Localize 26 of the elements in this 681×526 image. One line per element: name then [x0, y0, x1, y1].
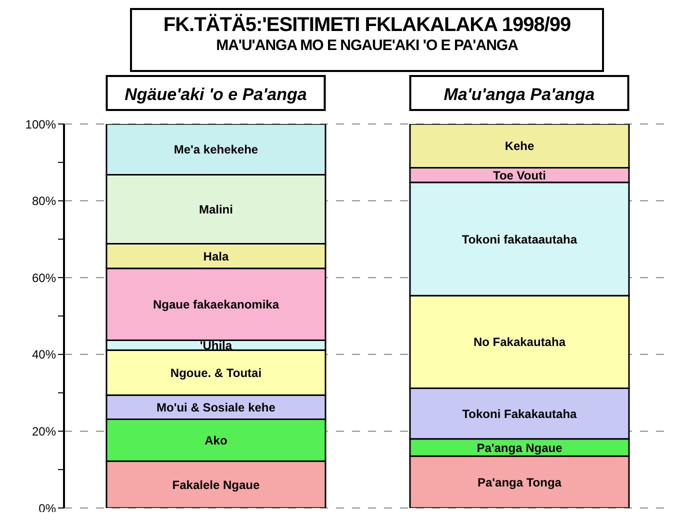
data-label: Tokoni fakataautaha	[462, 232, 578, 246]
x-tick-label: Ma'u'anga Pa'anga	[444, 85, 595, 104]
data-label: Ako	[204, 433, 228, 448]
data-label: 'Uhila	[200, 338, 232, 352]
data-label: Pa'anga Ngaue	[476, 440, 563, 455]
data-label: Toe Vouti	[493, 168, 546, 182]
data-label: No Fakakautaha	[473, 335, 566, 350]
data-label: Pa'anga Tonga	[478, 475, 562, 490]
data-label: Tokoni Fakakautaha	[462, 406, 578, 421]
y-tick-label: 20%	[32, 424, 56, 438]
x-tick-label: Ngäue'aki 'o e Pa'anga	[124, 85, 307, 104]
y-tick-label: 60%	[32, 270, 56, 285]
y-tick-label: 80%	[32, 194, 56, 208]
data-label: Malini	[198, 202, 233, 217]
data-label: Fakalele Ngaue	[172, 478, 260, 492]
data-label: Me'a kehekehe	[174, 142, 258, 157]
data-label: Ngaue fakaekanomika	[152, 298, 280, 312]
data-label: Ngoue. & Toutai	[170, 366, 262, 380]
chart-title: FK.TÄTÄ5:'ESITIMETI FKLAKALAKA 1998/99	[162, 14, 572, 37]
data-label: Kehe	[504, 139, 534, 154]
data-label: Mo'ui & Sosiale kehe	[156, 400, 276, 414]
data-label: Hala	[203, 249, 229, 264]
y-tick-label: 100%	[25, 117, 56, 132]
y-tick-label: 0%	[38, 501, 56, 516]
chart-subtitle: MA'U'ANGA MO E NGAUE'AKI 'O E PA'ANGA	[215, 37, 519, 54]
y-tick-label: 40%	[32, 348, 56, 362]
